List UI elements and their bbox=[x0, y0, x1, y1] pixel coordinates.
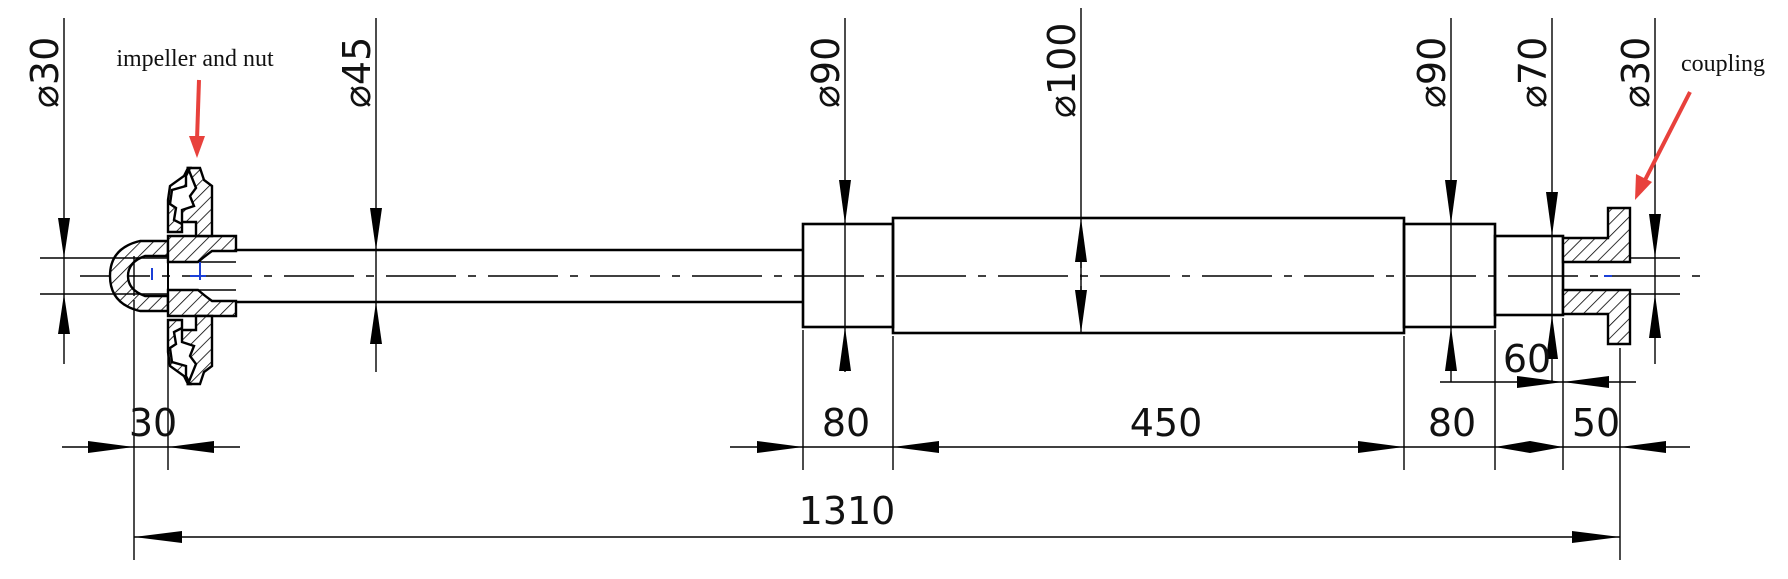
len-label-80-left: 80 bbox=[822, 401, 870, 445]
impeller-callout-arrow bbox=[195, 79, 201, 141]
coupling-annotation: coupling bbox=[1635, 51, 1765, 200]
len-label-30: 30 bbox=[129, 401, 177, 445]
dia-label-100: ⌀100 bbox=[1040, 23, 1084, 118]
dia-label-90-right: ⌀90 bbox=[1410, 37, 1454, 108]
len-label-450: 450 bbox=[1130, 401, 1203, 445]
impeller-annotation: impeller and nut bbox=[116, 46, 274, 158]
len-label-80-right: 80 bbox=[1428, 401, 1476, 445]
len-label-1310: 1310 bbox=[799, 489, 896, 533]
coupling-section bbox=[1561, 206, 1680, 346]
dia-label-45: ⌀45 bbox=[335, 37, 379, 108]
len-label-60: 60 bbox=[1503, 337, 1551, 381]
dia-label-30-left: ⌀30 bbox=[23, 37, 67, 108]
dia-label-90-left: ⌀90 bbox=[804, 37, 848, 108]
len-label-50: 50 bbox=[1572, 401, 1620, 445]
coupling-label: coupling bbox=[1681, 51, 1765, 77]
diameter-labels: ⌀30 ⌀45 ⌀90 ⌀100 ⌀90 ⌀70 ⌀30 bbox=[23, 23, 1658, 118]
coupling-callout-arrow bbox=[1642, 91, 1692, 183]
shaft-body bbox=[40, 216, 1565, 335]
dia-label-30-right: ⌀30 bbox=[1614, 37, 1658, 108]
length-dim-lines bbox=[62, 376, 1690, 543]
dia-label-70: ⌀70 bbox=[1511, 37, 1555, 108]
diameter-arrows bbox=[58, 180, 1661, 371]
length-labels: 30 80 450 80 60 50 1310 bbox=[129, 337, 1620, 533]
impeller-section bbox=[151, 166, 238, 386]
impeller-label: impeller and nut bbox=[116, 46, 274, 72]
